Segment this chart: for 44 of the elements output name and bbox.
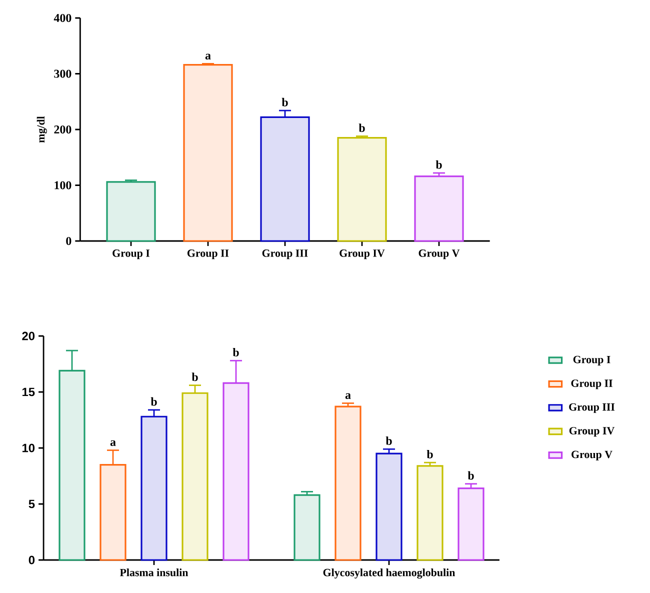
bar	[416, 465, 444, 561]
y-tick-label: 400	[54, 14, 72, 22]
legend-label: Group III	[569, 403, 615, 413]
data-label: b	[426, 450, 433, 458]
legend-label: Group I	[573, 356, 610, 366]
y-tick-label: 15	[22, 388, 35, 396]
x-tick-label: Plasma insulin	[120, 568, 188, 576]
bar	[183, 64, 233, 242]
bar	[337, 137, 387, 242]
y-axis-title: mg/dl	[36, 116, 47, 143]
data-label: b	[386, 436, 392, 445]
data-label: b	[150, 397, 157, 406]
data-label: b	[468, 471, 474, 480]
y-tick-label: 10	[22, 444, 35, 452]
y-tick-label: 100	[54, 181, 72, 190]
data-label: a	[110, 440, 116, 446]
y-tick-label: 300	[54, 70, 72, 78]
bar	[458, 488, 484, 561]
bar	[294, 494, 320, 561]
data-label: a	[345, 393, 351, 399]
data-label: b	[192, 372, 198, 382]
y-tick-label: 20	[22, 332, 35, 340]
legend-label: Group V	[572, 450, 612, 460]
x-tick-label: Group IV	[340, 250, 385, 260]
legend-label: Group II	[571, 380, 612, 390]
y-tick-label: 200	[54, 125, 72, 134]
data-label: b	[282, 98, 288, 106]
bar	[106, 181, 156, 242]
legend-label: Group IV	[569, 427, 615, 437]
x-tick-label: Group III	[262, 250, 308, 260]
bar	[414, 176, 464, 242]
y-tick-label: 0	[28, 556, 35, 564]
x-tick-label: Group II	[187, 250, 229, 260]
x-tick-label: Group V	[418, 250, 460, 260]
data-label: a	[205, 54, 211, 60]
y-tick-label: 0	[66, 236, 72, 246]
bar	[376, 452, 402, 561]
bar	[334, 406, 362, 561]
data-label: b	[436, 160, 442, 169]
x-tick-label: Glycosylated haemoglobulin	[323, 568, 456, 579]
data-label: b	[358, 124, 365, 132]
data-label: b	[232, 348, 239, 356]
x-tick-label: Group I	[112, 250, 150, 260]
y-tick-label: 5	[28, 500, 35, 508]
